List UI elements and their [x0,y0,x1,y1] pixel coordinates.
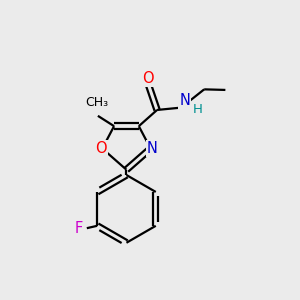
Text: N: N [147,141,158,156]
Text: O: O [142,71,154,86]
Text: CH₃: CH₃ [85,96,108,110]
Text: O: O [95,141,106,156]
Text: H: H [193,103,202,116]
Text: N: N [179,93,190,108]
Text: F: F [74,221,83,236]
